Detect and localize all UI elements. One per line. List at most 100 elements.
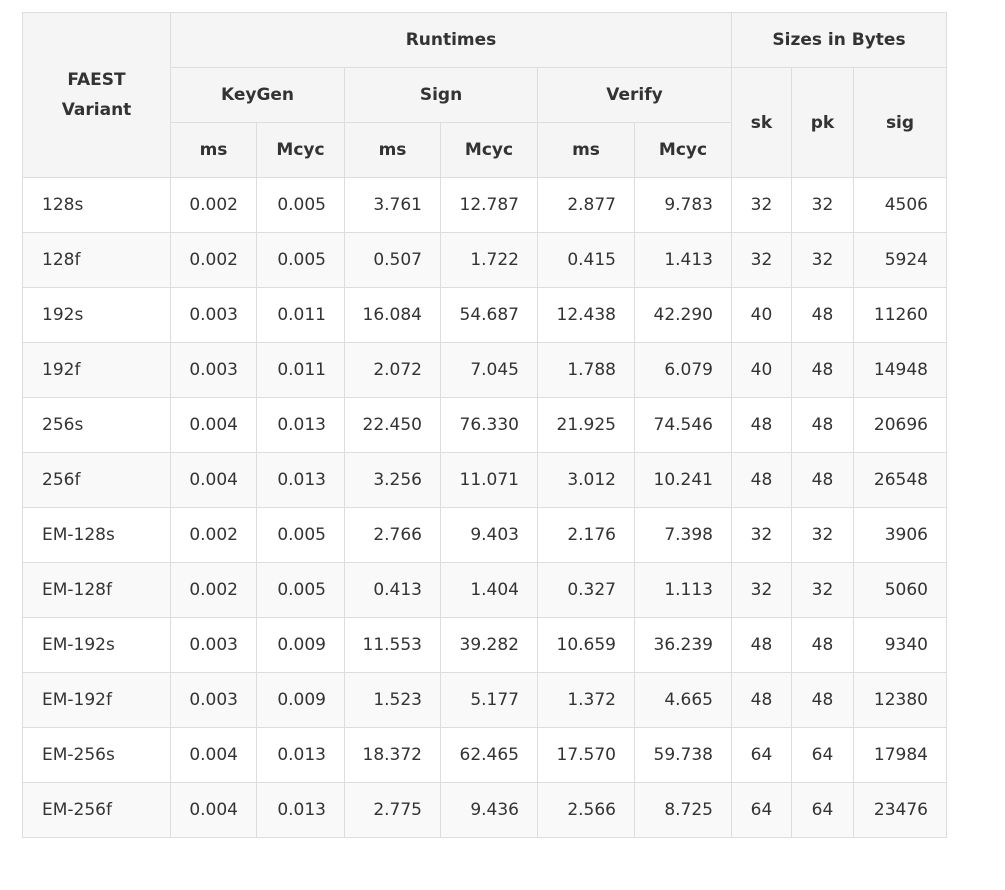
cell-variant: EM-128s bbox=[22, 507, 171, 563]
cell-keygen-mcyc: 0.005 bbox=[256, 562, 345, 618]
cell-keygen-ms: 0.002 bbox=[170, 562, 257, 618]
table-row: 128s 0.002 0.005 3.761 12.787 2.877 9.783 32 32 4… bbox=[22, 177, 947, 233]
cell-sign-mcyc: 7.045 bbox=[440, 342, 538, 398]
cell-sign-mcyc: 12.787 bbox=[440, 177, 538, 233]
header-sign-mcyc: Mcyc bbox=[440, 122, 538, 178]
table-row: EM-128f 0.002 0.005 0.413 1.404 0.327 1.113 32 3… bbox=[22, 562, 947, 618]
cell-sign-mcyc: 9.436 bbox=[440, 782, 538, 838]
header-verify: Verify bbox=[537, 67, 732, 123]
cell-pk: 64 bbox=[791, 782, 854, 838]
cell-sign-ms: 18.372 bbox=[344, 727, 441, 783]
cell-sig: 4506 bbox=[853, 177, 947, 233]
cell-variant: EM-192s bbox=[22, 617, 171, 673]
table-header: FAEST Variant Runtimes Sizes in Bytes Ke… bbox=[22, 12, 947, 178]
cell-keygen-mcyc: 0.013 bbox=[256, 727, 345, 783]
cell-verify-ms: 2.566 bbox=[537, 782, 635, 838]
cell-keygen-mcyc: 0.005 bbox=[256, 177, 345, 233]
cell-variant: EM-256s bbox=[22, 727, 171, 783]
table-row: EM-256f 0.004 0.013 2.775 9.436 2.566 8.725 64 6… bbox=[22, 782, 947, 838]
cell-sign-ms: 3.256 bbox=[344, 452, 441, 508]
cell-keygen-mcyc: 0.009 bbox=[256, 617, 345, 673]
cell-sign-mcyc: 5.177 bbox=[440, 672, 538, 728]
cell-verify-mcyc: 74.546 bbox=[634, 397, 732, 453]
cell-verify-mcyc: 4.665 bbox=[634, 672, 732, 728]
cell-keygen-mcyc: 0.005 bbox=[256, 507, 345, 563]
cell-sig: 12380 bbox=[853, 672, 947, 728]
cell-variant: 256f bbox=[22, 452, 171, 508]
cell-sig: 14948 bbox=[853, 342, 947, 398]
cell-sig: 5060 bbox=[853, 562, 947, 618]
header-keygen-mcyc: Mcyc bbox=[256, 122, 345, 178]
cell-verify-ms: 2.877 bbox=[537, 177, 635, 233]
cell-variant: 192f bbox=[22, 342, 171, 398]
faest-table-container: FAEST Variant Runtimes Sizes in Bytes Ke… bbox=[22, 12, 947, 838]
cell-variant: EM-128f bbox=[22, 562, 171, 618]
cell-variant: 192s bbox=[22, 287, 171, 343]
cell-sig: 23476 bbox=[853, 782, 947, 838]
table-row: EM-256s 0.004 0.013 18.372 62.465 17.570 59.73… bbox=[22, 727, 947, 783]
table-body: 128s 0.002 0.005 3.761 12.787 2.877 9.783 32 32 4… bbox=[22, 177, 947, 838]
cell-verify-mcyc: 6.079 bbox=[634, 342, 732, 398]
cell-sk: 32 bbox=[731, 177, 792, 233]
cell-verify-mcyc: 7.398 bbox=[634, 507, 732, 563]
cell-sk: 40 bbox=[731, 342, 792, 398]
cell-verify-mcyc: 8.725 bbox=[634, 782, 732, 838]
cell-verify-ms: 10.659 bbox=[537, 617, 635, 673]
header-keygen-ms: ms bbox=[170, 122, 257, 178]
cell-sign-ms: 22.450 bbox=[344, 397, 441, 453]
cell-verify-mcyc: 1.113 bbox=[634, 562, 732, 618]
cell-sign-mcyc: 62.465 bbox=[440, 727, 538, 783]
cell-keygen-ms: 0.004 bbox=[170, 727, 257, 783]
table-row: 256s 0.004 0.013 22.450 76.330 21.925 74.546 48… bbox=[22, 397, 947, 453]
cell-sig: 26548 bbox=[853, 452, 947, 508]
cell-sign-ms: 16.084 bbox=[344, 287, 441, 343]
cell-pk: 48 bbox=[791, 287, 854, 343]
cell-verify-mcyc: 10.241 bbox=[634, 452, 732, 508]
cell-verify-ms: 1.372 bbox=[537, 672, 635, 728]
cell-verify-ms: 0.327 bbox=[537, 562, 635, 618]
cell-keygen-mcyc: 0.009 bbox=[256, 672, 345, 728]
cell-keygen-ms: 0.004 bbox=[170, 782, 257, 838]
cell-sk: 64 bbox=[731, 782, 792, 838]
cell-sign-mcyc: 54.687 bbox=[440, 287, 538, 343]
cell-keygen-mcyc: 0.011 bbox=[256, 342, 345, 398]
header-sig: sig bbox=[853, 67, 947, 178]
cell-keygen-ms: 0.003 bbox=[170, 617, 257, 673]
header-verify-mcyc: Mcyc bbox=[634, 122, 732, 178]
cell-sign-ms: 0.413 bbox=[344, 562, 441, 618]
cell-keygen-ms: 0.003 bbox=[170, 672, 257, 728]
cell-pk: 48 bbox=[791, 452, 854, 508]
cell-pk: 32 bbox=[791, 562, 854, 618]
cell-sign-ms: 2.766 bbox=[344, 507, 441, 563]
cell-pk: 48 bbox=[791, 617, 854, 673]
header-verify-ms: ms bbox=[537, 122, 635, 178]
cell-sig: 5924 bbox=[853, 232, 947, 288]
cell-sk: 40 bbox=[731, 287, 792, 343]
cell-sk: 32 bbox=[731, 507, 792, 563]
header-variant: FAEST Variant bbox=[22, 12, 171, 178]
cell-verify-mcyc: 59.738 bbox=[634, 727, 732, 783]
cell-variant: 128s bbox=[22, 177, 171, 233]
table-row: EM-192s 0.003 0.009 11.553 39.282 10.659 36.23… bbox=[22, 617, 947, 673]
cell-pk: 48 bbox=[791, 397, 854, 453]
cell-verify-ms: 21.925 bbox=[537, 397, 635, 453]
cell-keygen-mcyc: 0.005 bbox=[256, 232, 345, 288]
cell-variant: EM-256f bbox=[22, 782, 171, 838]
cell-sk: 64 bbox=[731, 727, 792, 783]
cell-sig: 3906 bbox=[853, 507, 947, 563]
cell-pk: 32 bbox=[791, 232, 854, 288]
cell-keygen-ms: 0.004 bbox=[170, 452, 257, 508]
cell-sig: 11260 bbox=[853, 287, 947, 343]
cell-sign-ms: 0.507 bbox=[344, 232, 441, 288]
cell-verify-mcyc: 42.290 bbox=[634, 287, 732, 343]
header-row-3: ms Mcyc ms Mcyc ms Mcyc bbox=[23, 122, 947, 178]
cell-variant: 128f bbox=[22, 232, 171, 288]
cell-sign-ms: 1.523 bbox=[344, 672, 441, 728]
cell-pk: 64 bbox=[791, 727, 854, 783]
cell-verify-mcyc: 36.239 bbox=[634, 617, 732, 673]
cell-sig: 9340 bbox=[853, 617, 947, 673]
cell-sk: 48 bbox=[731, 672, 792, 728]
cell-variant: 256s bbox=[22, 397, 171, 453]
cell-keygen-ms: 0.002 bbox=[170, 232, 257, 288]
header-row-1: FAEST Variant Runtimes Sizes in Bytes bbox=[22, 12, 947, 178]
